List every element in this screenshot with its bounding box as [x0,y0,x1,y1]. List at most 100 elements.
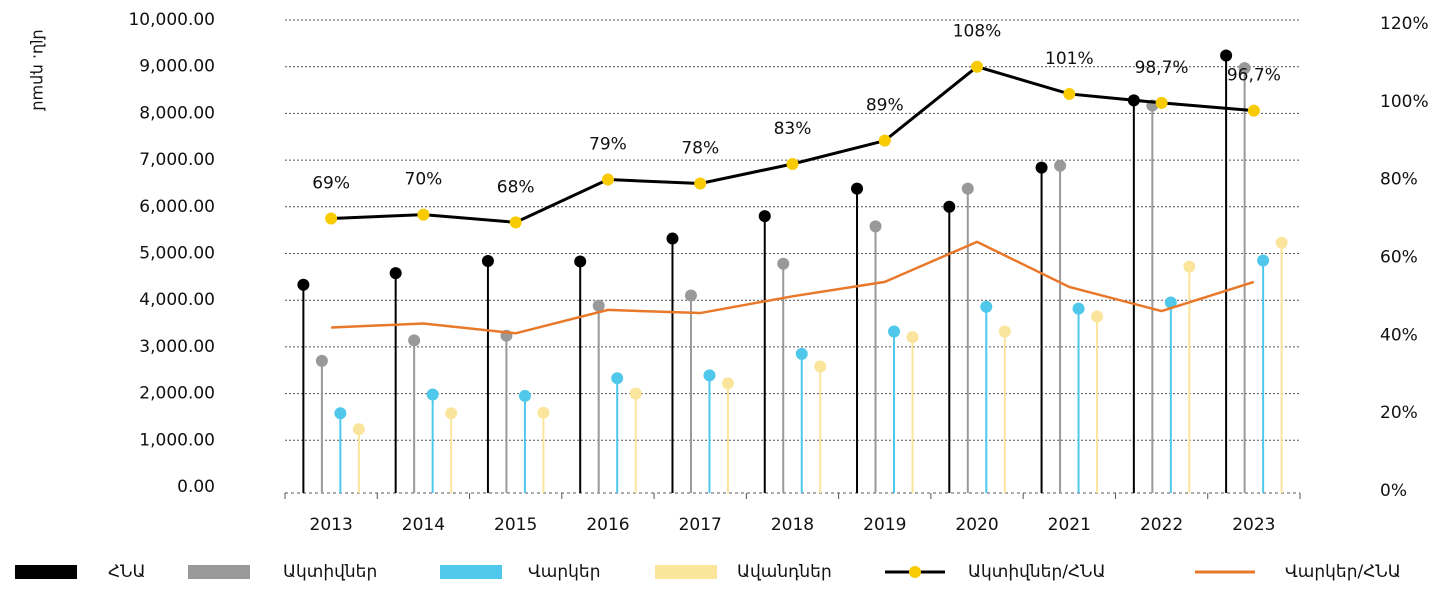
legend-label: Ակտիվներ [283,562,377,582]
y-tick-label: 2,000.00 [139,384,215,404]
y2-tick-label: 60% [1380,248,1418,268]
ratio-marker [1247,104,1260,117]
lollipop-dot [389,267,402,280]
y-tick-label: 7,000.00 [139,150,215,170]
lollipop-dot [334,407,347,420]
lollipop-dot [574,255,587,268]
lollipop-dot [888,325,901,338]
lollipop-dot [961,182,974,195]
data-label: 101% [1045,49,1094,69]
y2-tick-label: 120% [1380,14,1429,34]
lollipop-dot [1054,159,1067,172]
ratio-marker [509,216,522,229]
lollipop-dot [1164,296,1177,309]
lollipop-dot [352,423,365,436]
lollipop-dot [537,406,550,419]
lollipop-dot [1091,310,1104,323]
legend-swatch [440,565,502,579]
lollipop-dot [1275,236,1288,249]
y-tick-label: 5,000.00 [139,244,215,264]
y-tick-label: 3,000.00 [139,337,215,357]
lollipop-dot [980,300,993,313]
data-label: 89% [866,96,904,116]
x-tick-label: 2022 [1140,515,1183,535]
lollipop-dot [795,347,808,360]
y2-tick-label: 40% [1380,325,1418,345]
ratio-marker [1155,96,1168,109]
x-tick-label: 2016 [586,515,629,535]
lollipop-dot [1072,302,1085,315]
y-tick-label: 0.00 [177,477,215,497]
ratio-marker [417,208,430,221]
lollipop-dot [629,387,642,400]
lollipop-dot [297,278,310,291]
lollipop-dot [1183,260,1196,273]
y2-tick-label: 80% [1380,170,1418,190]
lollipop-dot [851,182,864,195]
lollipop-dot [814,360,827,373]
ratio-marker [971,60,984,73]
y-tick-label: 10,000.00 [128,10,215,30]
lollipop-dot [408,334,421,347]
data-label: 79% [589,135,627,155]
lollipop-dot [666,232,679,245]
x-tick-label: 2018 [771,515,814,535]
x-tick-label: 2015 [494,515,537,535]
ratio-line [331,65,1254,224]
y2-tick-label: 100% [1380,92,1429,112]
data-label: 96,7% [1227,66,1281,86]
lollipop-dot [943,200,956,213]
legend-label: Ավանդներ [737,562,832,582]
x-tick-label: 2020 [955,515,998,535]
ratio-marker [601,173,614,186]
lollipop-dot [481,254,494,267]
lollipop-dot [703,369,716,382]
ratio-marker [1063,87,1076,100]
legend-swatch [15,565,77,579]
ratio-marker [878,134,891,147]
data-label: 70% [405,170,443,190]
lollipop-dot [611,372,624,385]
lollipop-dot [869,220,882,233]
lollipop-dot [1220,49,1233,62]
y2-tick-label: 20% [1380,403,1418,423]
legend-label: ՀՆԱ [108,562,146,582]
x-tick-label: 2014 [402,515,445,535]
lollipop-dot [592,299,605,312]
x-tick-label: 2017 [679,515,722,535]
y-tick-label: 8,000.00 [139,103,215,123]
lollipop-dot [684,289,697,302]
lollipop-dot [426,388,439,401]
lollipop-dot [1035,161,1048,174]
legend-label: Ակտիվներ/ՀՆԱ [968,562,1106,582]
data-label: 98,7% [1135,58,1189,78]
y-tick-label: 1,000.00 [139,430,215,450]
legend-label: Վարկեր [528,562,600,582]
ratio-marker [325,212,338,225]
legend-label: Վարկեր/ՀՆԱ [1285,562,1401,582]
data-label: 69% [312,173,350,193]
x-tick-label: 2019 [863,515,906,535]
lollipop-dot [758,210,771,223]
lollipop-dot [445,407,458,420]
lollipop-dot [1257,254,1270,267]
y-tick-label: 6,000.00 [139,197,215,217]
y-tick-label: 9,000.00 [139,57,215,77]
y-tick-label: 4,000.00 [139,290,215,310]
lollipop-dot [518,389,531,402]
lollipop-dot [721,377,734,390]
lollipop-dot [777,257,790,270]
x-tick-label: 2013 [310,515,353,535]
ratio-marker [694,177,707,190]
lollipop-dot [998,325,1011,338]
lollipop-dot [1238,62,1251,75]
lollipop-dot [906,331,919,344]
ratio-line [331,240,1255,335]
x-tick-label: 2023 [1232,515,1275,535]
ratio-marker [786,157,799,170]
legend-swatch [188,565,250,579]
x-tick-label: 2021 [1048,515,1091,535]
y2-tick-label: 0% [1380,481,1407,501]
legend-marker [909,566,921,578]
